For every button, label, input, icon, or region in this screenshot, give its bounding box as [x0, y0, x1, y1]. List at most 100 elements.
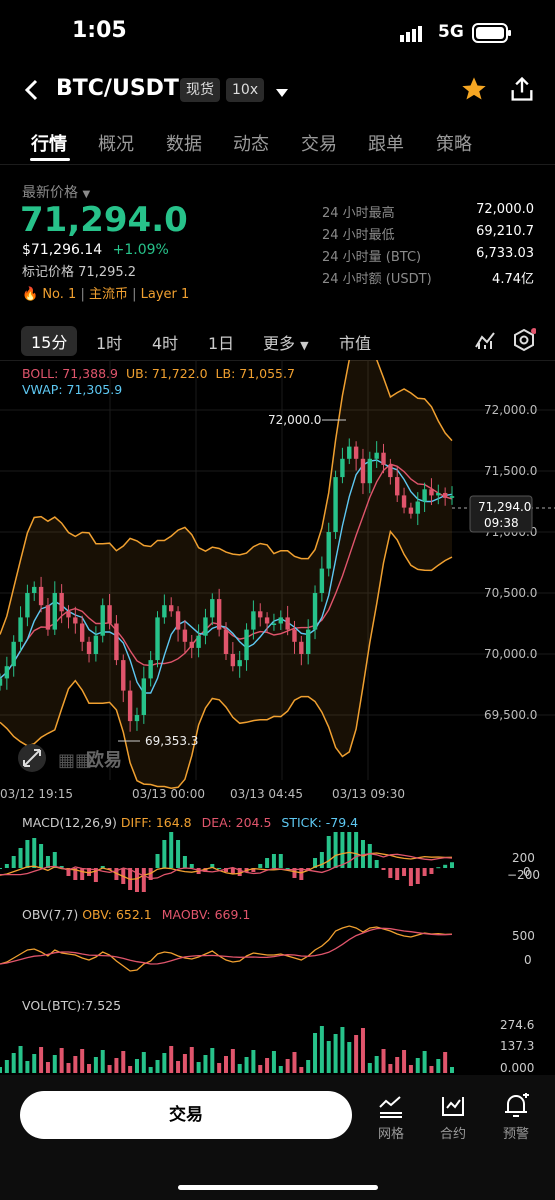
current-price-value: 71,294.0 — [478, 500, 531, 514]
period-more[interactable]: 更多 ▼ — [263, 330, 309, 354]
volume-bar — [367, 1063, 372, 1073]
boll-upper-line — [0, 360, 453, 635]
obv-chart: 500 0 — [0, 925, 535, 972]
mark-price-label: 标记价格 — [22, 265, 75, 280]
macd-diff: DIFF: 164.8 — [120, 815, 192, 830]
divider: | — [132, 287, 141, 302]
low-marker-label: 69,353.3 — [145, 734, 198, 748]
expand-icon[interactable] — [18, 744, 46, 772]
price-chart[interactable]: 72,000.071,500.071,000.070,500.070,000.0… — [0, 360, 555, 810]
macd-bar — [395, 868, 400, 880]
dropdown-icon[interactable]: ▼ — [82, 189, 91, 200]
tab-market[interactable]: 行情 — [31, 134, 67, 155]
macd-bar — [388, 868, 393, 878]
divider: | — [80, 287, 89, 302]
alert-button[interactable]: 预警 — [491, 1093, 541, 1142]
status-bar: 1:05 5G — [0, 0, 555, 60]
volume-bar — [87, 1064, 92, 1073]
tab-news[interactable]: 动态 — [233, 134, 269, 155]
tab-overview[interactable]: 概况 — [98, 134, 134, 155]
volume-bar — [169, 1046, 174, 1073]
macd-bar — [87, 868, 92, 876]
macd-tick-0: 0 — [523, 865, 531, 879]
candle-body — [292, 629, 297, 642]
macd-bar — [374, 860, 379, 868]
current-price-tag — [469, 495, 533, 533]
network-label: 5G — [438, 22, 464, 42]
period-15m[interactable]: 15分 — [21, 326, 78, 356]
signal-icon — [400, 26, 428, 46]
tab-strategy[interactable]: 策略 — [436, 134, 472, 155]
macd-stick: STICK: -79.4 — [281, 815, 359, 830]
back-icon[interactable] — [22, 78, 42, 106]
volume-bar — [422, 1051, 427, 1073]
tab-copy[interactable]: 跟单 — [368, 134, 404, 155]
fire-icon: 🔥 — [22, 287, 39, 302]
macd-bar — [237, 868, 242, 876]
volume-bar — [52, 1055, 57, 1073]
volume-bar — [18, 1046, 23, 1073]
favorite-star-icon[interactable] — [460, 75, 488, 107]
period-4h[interactable]: 4时 — [152, 334, 179, 353]
bottom-bar: 交易 网格 合约 预警 — [0, 1075, 555, 1200]
volume-bar — [265, 1058, 270, 1073]
macd-bar — [107, 868, 112, 870]
volume-bar — [374, 1056, 379, 1073]
price-change: +1.09% — [112, 242, 169, 258]
period-1d[interactable]: 1日 — [208, 334, 235, 353]
volume-bar — [141, 1052, 146, 1073]
volume-bar — [319, 1026, 324, 1073]
macd-bar — [210, 864, 215, 868]
volume-bar — [292, 1052, 297, 1073]
layer-tag[interactable]: Layer 1 — [140, 287, 190, 302]
period-1h[interactable]: 1时 — [96, 334, 123, 353]
volume-bar — [128, 1066, 133, 1073]
time-tick: 03/13 00:00 — [132, 787, 205, 801]
candle-body — [381, 452, 386, 465]
volume-bar — [162, 1053, 167, 1073]
tab-bar: 行情 概况 数据 动态 交易 跟单 策略 — [0, 124, 555, 165]
macd-bar — [367, 844, 372, 868]
volume-bar — [251, 1050, 256, 1073]
period-bar: 15分 1时 4时 1日 更多 ▼ 市值 — [0, 320, 555, 361]
volume-bar — [176, 1061, 181, 1073]
candle-body — [100, 605, 105, 636]
period-market-cap[interactable]: 市值 — [339, 334, 372, 353]
share-icon[interactable] — [508, 75, 536, 107]
bell-icon — [505, 1093, 529, 1117]
obv-legend: OBV(7,7) OBV: 652.1 MAOBV: 669.1 — [22, 907, 250, 922]
candle-body — [86, 641, 92, 654]
volume-bar — [224, 1056, 228, 1073]
price-tick: 71,500.0 — [484, 464, 537, 478]
indicator-icon[interactable] — [474, 329, 496, 355]
candle-body — [305, 629, 311, 654]
price-axis: 72,000.071,500.071,000.070,500.070,000.0… — [484, 403, 537, 722]
mark-price-row: 标记价格 71,295.2 — [22, 261, 136, 280]
contract-button[interactable]: 合约 — [428, 1093, 478, 1142]
rank-tag[interactable]: No. 1 — [42, 287, 77, 302]
candle-body — [210, 599, 215, 618]
obv-tick-500: 500 — [512, 929, 535, 943]
grid-button[interactable]: 网格 — [366, 1093, 416, 1142]
volume-bar — [66, 1063, 71, 1073]
candle-body — [367, 458, 373, 484]
trade-button[interactable]: 交易 — [20, 1091, 352, 1139]
contract-icon — [442, 1097, 464, 1116]
volume-bar — [278, 1066, 283, 1073]
settings-icon[interactable] — [512, 328, 537, 356]
time-tick: 03/13 09:30 — [332, 787, 405, 801]
pair-title[interactable]: BTC/USDT — [56, 76, 179, 101]
tags-row: 🔥 No. 1 | 主流币 | Layer 1 — [22, 283, 189, 302]
candle-body — [216, 599, 222, 630]
macd-dea: DEA: 204.5 — [201, 815, 272, 830]
candle-body — [353, 446, 359, 459]
tab-data[interactable]: 数据 — [166, 134, 202, 155]
candle-body — [223, 629, 229, 654]
vol-tick-mid: 137.3 — [500, 1039, 534, 1053]
macd-bar — [176, 840, 181, 868]
tab-trades[interactable]: 交易 — [301, 134, 337, 155]
category-tag[interactable]: 主流币 — [88, 287, 128, 302]
candle-body — [73, 617, 78, 624]
volume-bar — [107, 1065, 112, 1073]
pair-dropdown-icon[interactable] — [274, 84, 290, 103]
